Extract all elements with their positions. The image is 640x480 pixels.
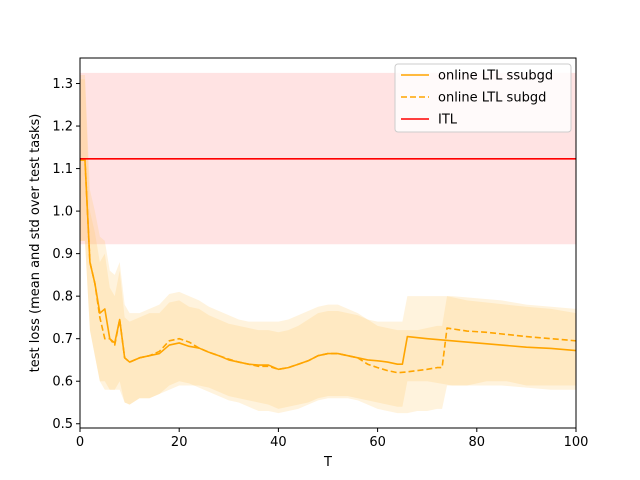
y-tick-label: 0.9: [52, 247, 73, 262]
y-tick-label: 1.3: [52, 77, 73, 92]
y-tick-label: 1.2: [52, 120, 73, 135]
y-tick-label: 0.8: [52, 290, 73, 305]
legend: online LTL ssubgd online LTL subgd ITL: [394, 63, 572, 133]
y-tick-label: 0.5: [52, 417, 73, 432]
std-band-online-ltl-ssubgd: [80, 79, 576, 409]
x-axis-label: T: [323, 455, 332, 470]
plot-frame: [79, 57, 577, 429]
series-lines: [80, 157, 576, 374]
std-band-online-ltl-subgd: [80, 75, 576, 414]
legend-label-itl: ITL: [438, 113, 458, 128]
y-axis-label: test loss (mean and std over test tasks): [28, 114, 43, 373]
y-tick-label: 0.6: [52, 375, 73, 390]
x-tick-label: 0: [76, 435, 84, 450]
y-axis: 0.5 0.6 0.7 0.8 0.9 1.0 1.1 1.2 1.3: [52, 77, 80, 432]
y-tick-label: 1.1: [52, 162, 73, 177]
y-tick-label: 1.0: [52, 205, 73, 220]
x-tick-label: 60: [369, 435, 386, 450]
series-line-online-ltl-subgd: [80, 159, 576, 374]
legend-label-online-ltl-ssubgd: online LTL ssubgd: [438, 69, 553, 84]
x-tick-label: 100: [564, 435, 589, 450]
x-tick-label: 20: [171, 435, 188, 450]
x-tick-label: 40: [270, 435, 287, 450]
y-tick-label: 0.7: [52, 332, 73, 347]
x-axis: 0 20 40 60 80 100: [76, 428, 589, 450]
x-tick-label: 80: [469, 435, 486, 450]
legend-box: [394, 63, 572, 133]
legend-label-online-ltl-subgd: online LTL subgd: [438, 91, 546, 106]
